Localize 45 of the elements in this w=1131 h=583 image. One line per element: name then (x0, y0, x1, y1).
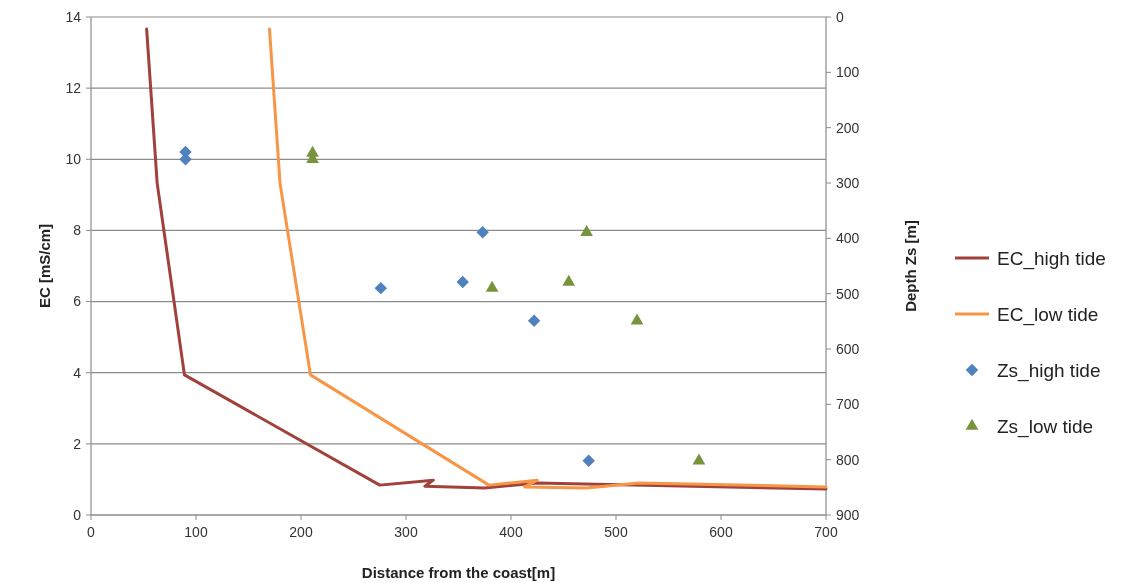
x-tick-label: 700 (814, 524, 838, 540)
point (527, 314, 541, 327)
y-tick-label: 12 (65, 80, 82, 97)
x-tick-label: 400 (499, 524, 523, 540)
y-tick-label: 4 (73, 364, 82, 381)
y-tick-label: 0 (73, 506, 82, 523)
x-tick-label: 200 (289, 524, 313, 540)
legend-label: Zs_high tide (997, 359, 1101, 382)
y2-axis-title: Depth Zs [m] (902, 220, 919, 312)
y2-tick-label: 100 (836, 64, 860, 81)
x-tick-label: 500 (604, 524, 628, 540)
x-tick-label: 300 (394, 524, 418, 540)
y2-tick-label: 400 (836, 230, 860, 247)
point (374, 281, 388, 295)
y2-tick-label: 800 (836, 451, 860, 468)
point (582, 454, 595, 467)
line-series (145, 27, 828, 491)
y2-tick-label: 300 (836, 174, 860, 191)
legend-label: EC_low tide (997, 303, 1099, 326)
point (692, 453, 706, 465)
y-axis-title: EC [mS/cm] (36, 223, 53, 309)
y2-tick-label: 600 (836, 340, 860, 357)
y-tick-label: 2 (73, 435, 82, 452)
line-series (268, 27, 828, 490)
point (485, 280, 499, 292)
point (630, 313, 644, 325)
point (476, 226, 489, 239)
legend-label: EC_high tide (997, 247, 1106, 270)
y-tick-label: 14 (65, 8, 82, 25)
point (580, 224, 593, 236)
y2-tick-label: 200 (836, 119, 860, 136)
y-tick-label: 10 (65, 151, 82, 168)
x-tick-label: 600 (709, 524, 733, 540)
y-tick-label: 8 (73, 222, 82, 239)
x-axis-title: Distance from the coast[m] (361, 564, 556, 581)
legend-label: Zs_low tide (997, 415, 1094, 438)
y2-tick-label: 0 (836, 8, 844, 25)
point (562, 274, 576, 286)
y2-tick-label: 500 (836, 285, 860, 302)
x-tick-label: 100 (184, 524, 208, 540)
x-tick-label: 0 (87, 524, 96, 540)
y2-tick-label: 900 (836, 506, 860, 523)
point (456, 275, 469, 289)
y-tick-label: 6 (73, 293, 82, 310)
y2-tick-label: 700 (836, 396, 860, 413)
